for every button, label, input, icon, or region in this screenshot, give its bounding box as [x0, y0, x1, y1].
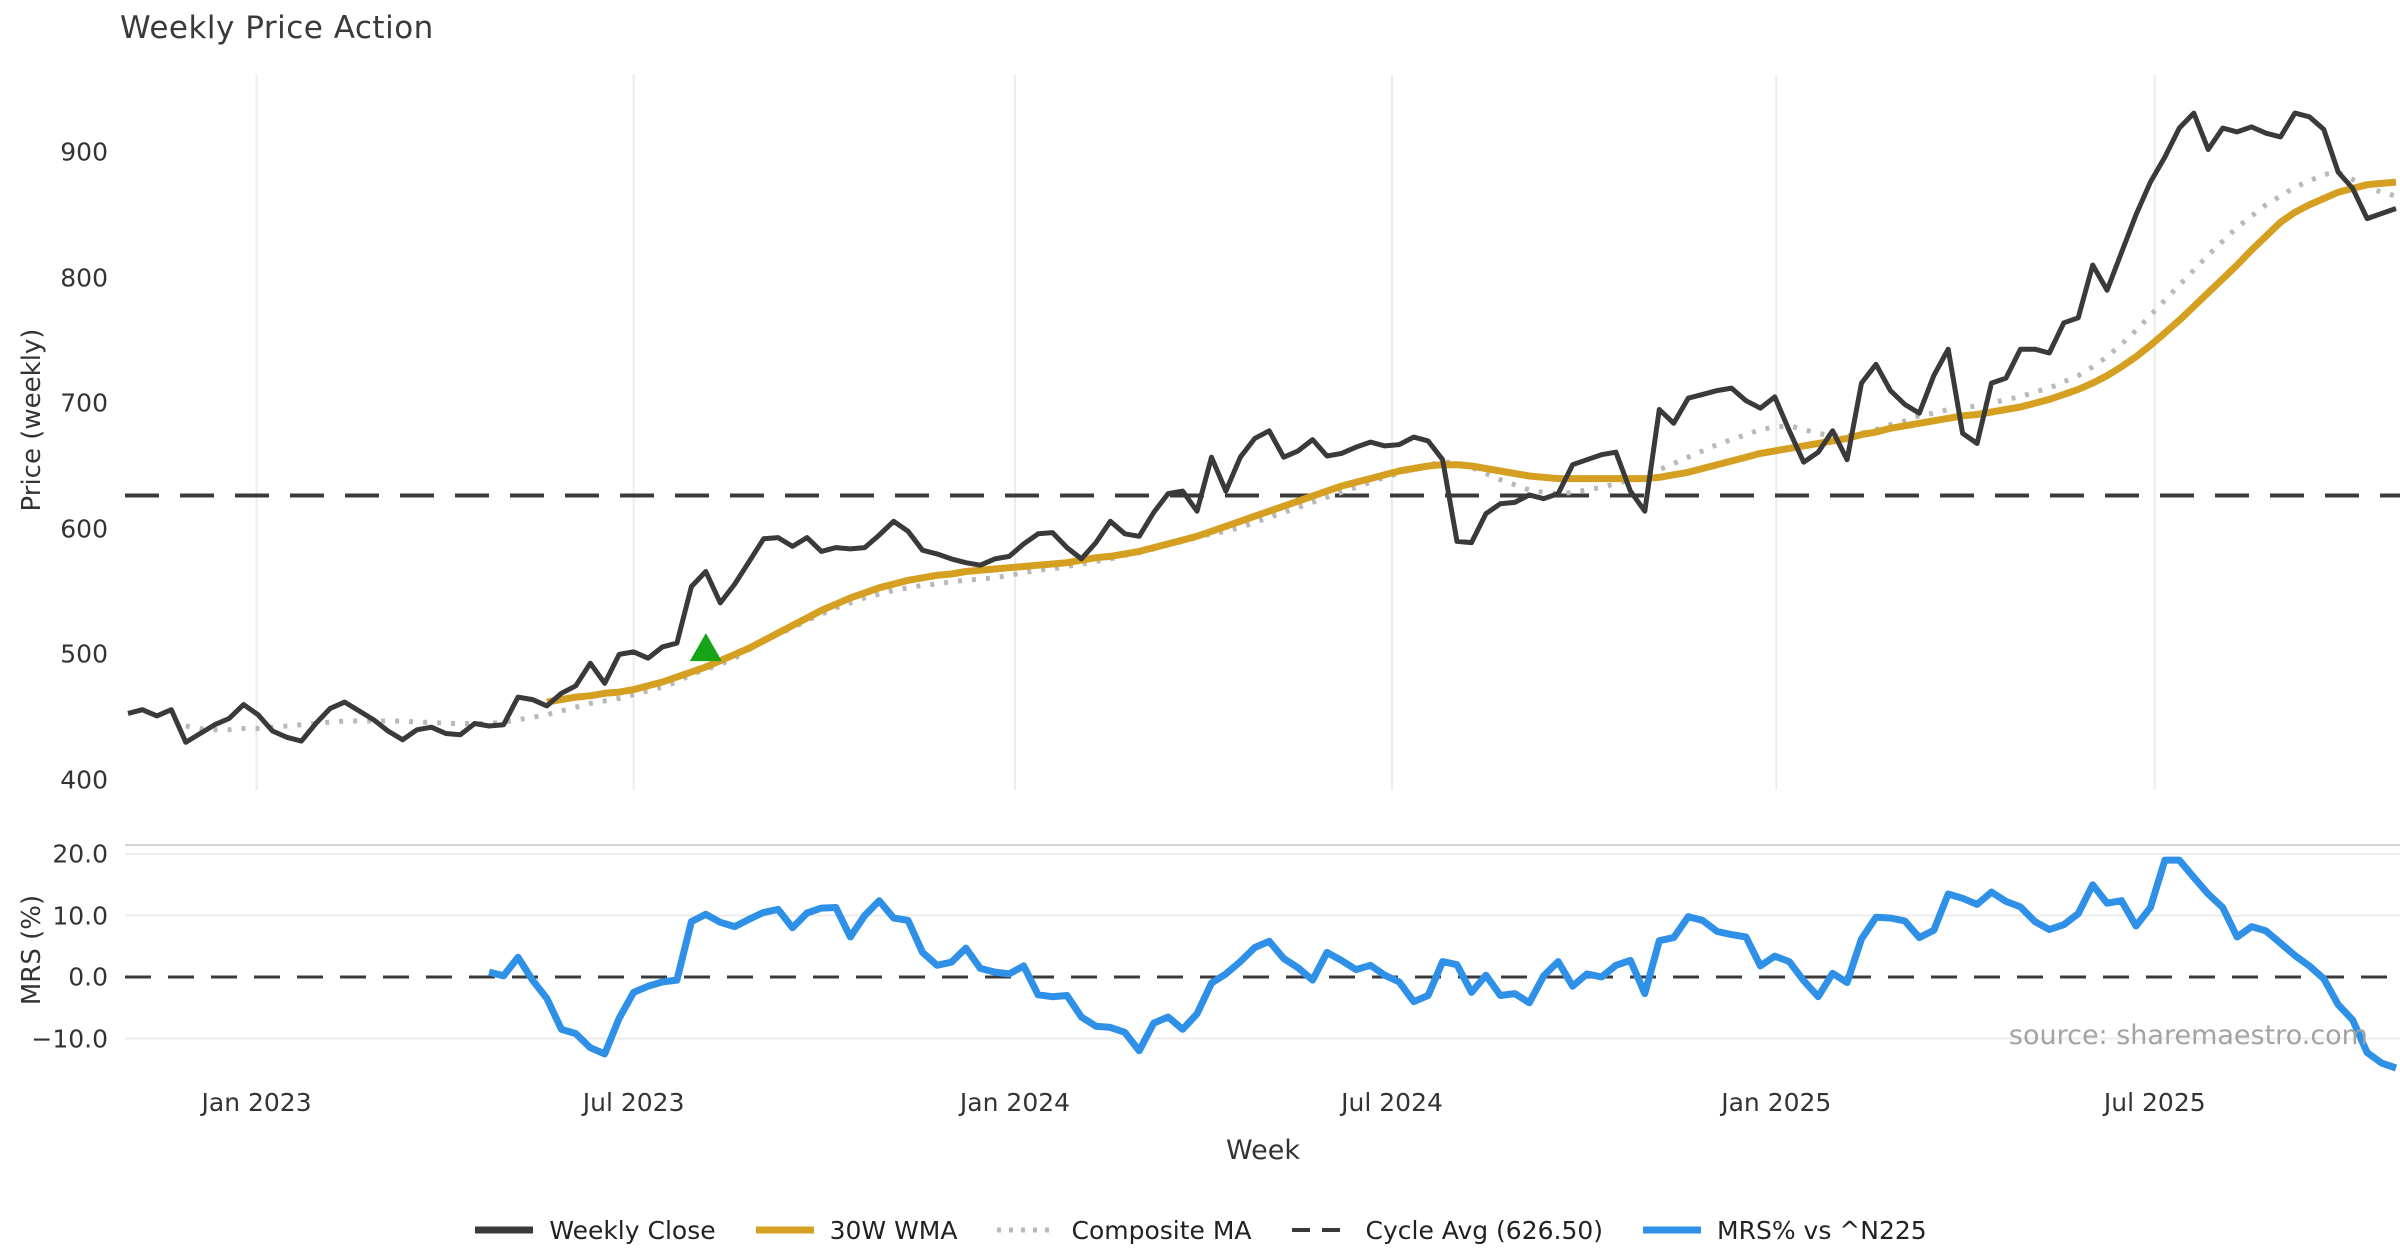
mrs-tick--10: −10.0: [31, 1024, 108, 1053]
legend-item-cycle-avg-626-50-: Cycle Avg (626.50): [1290, 1215, 1604, 1245]
chart-legend: Weekly Close 30W WMA Composite MA Cycle Avg…: [0, 1204, 2400, 1256]
price-tick-700: 700: [60, 388, 108, 418]
source-note: source: sharemaestro.com: [2008, 1020, 2368, 1051]
x-axis-label: Week: [1226, 1135, 1300, 1166]
legend-label: Weekly Close: [549, 1215, 716, 1245]
x-tick-jul-2024: Jul 2024: [1341, 1088, 1443, 1117]
legend-label: Cycle Avg (626.50): [1365, 1215, 1604, 1245]
legend-label: 30W WMA: [829, 1215, 958, 1245]
chart-title: Weekly Price Action: [120, 10, 434, 46]
series-30w-wma: [546, 178, 2397, 706]
legend-item-weekly-close: Weekly Close: [473, 1215, 716, 1245]
mrs-axis-label: MRS (%): [17, 894, 47, 1006]
buy-signal-triangle-icon: [689, 633, 722, 662]
mrs-tick-20: 20.0: [52, 839, 108, 869]
price-tick-900: 900: [60, 137, 108, 167]
legend-line-swatch: [997, 1227, 1056, 1233]
x-tick-jan-2024: Jan 2024: [959, 1088, 1071, 1117]
price-tick-500: 500: [60, 639, 108, 669]
price-tick-800: 800: [60, 263, 108, 293]
legend-label: Composite MA: [1071, 1215, 1252, 1245]
legend-line-swatch: [1643, 1226, 1702, 1234]
x-tick-jan-2023: Jan 2023: [201, 1088, 312, 1117]
mrs-tick-10: 10.0: [52, 901, 108, 930]
x-tick-jul-2025: Jul 2025: [2103, 1088, 2206, 1117]
legend-label: MRS% vs ^N225: [1717, 1215, 1927, 1245]
x-tick-jul-2023: Jul 2023: [582, 1088, 685, 1117]
series-weekly-close: [127, 110, 2397, 745]
legend-line-swatch: [475, 1226, 534, 1234]
legend-item-composite-ma: Composite MA: [995, 1215, 1252, 1245]
series-composite-ma: [185, 169, 2397, 733]
legend-line-swatch: [755, 1226, 814, 1234]
legend-item-mrs-vs-n225: MRS% vs ^N225: [1641, 1216, 1927, 1245]
legend-item-30w-wma: 30W WMA: [754, 1215, 958, 1245]
mrs-tick-0: 0.0: [68, 962, 108, 992]
legend-line-swatch: [1291, 1228, 1350, 1232]
price-axis-label: Price (weekly): [17, 328, 47, 512]
price-tick-600: 600: [60, 514, 108, 544]
series-mrs-vs-n225: [488, 856, 2398, 1072]
price-tick-400: 400: [60, 765, 108, 795]
x-tick-jan-2025: Jan 2025: [1721, 1088, 1832, 1117]
